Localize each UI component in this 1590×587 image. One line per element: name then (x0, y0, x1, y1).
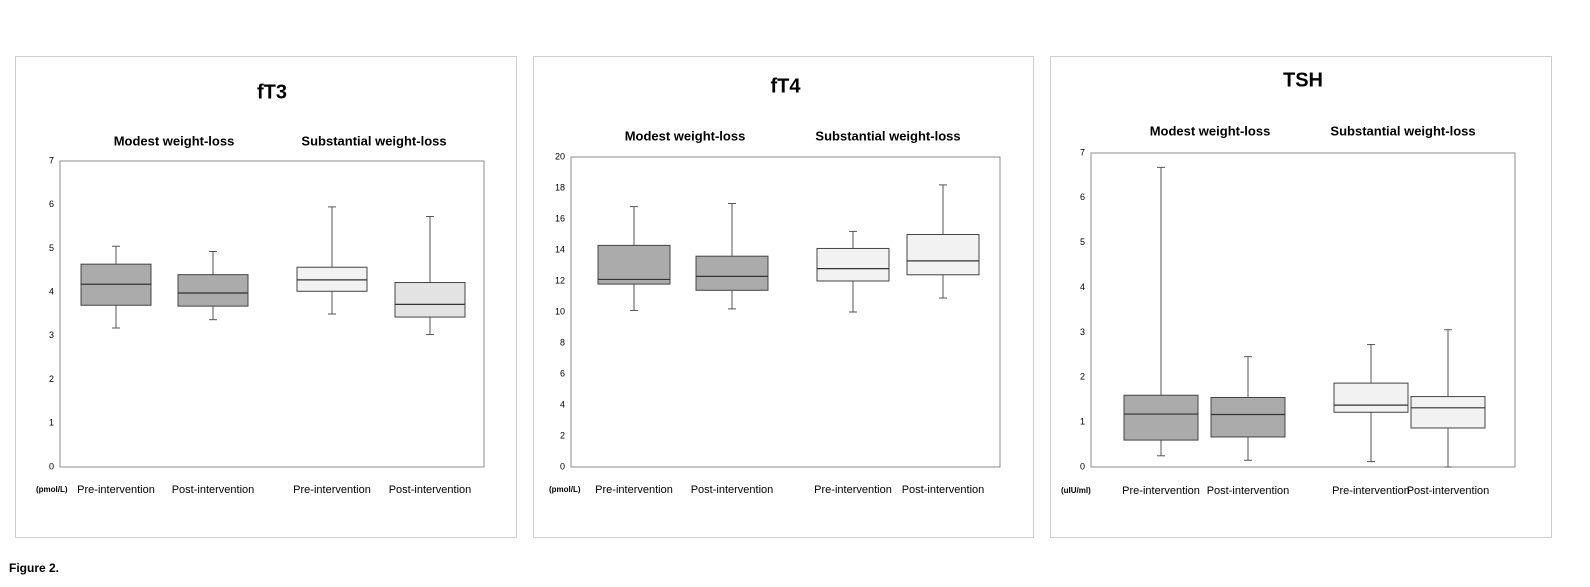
y-tick-label: 14 (555, 244, 565, 254)
group-label: Modest weight-loss (625, 128, 746, 143)
y-tick-label: 3 (49, 330, 54, 340)
chart-svg-tsh: TSH Modest weight-loss Substantial weight-… (1061, 69, 1516, 497)
iqr-box (177, 274, 249, 307)
y-tick-label: 0 (1080, 461, 1085, 471)
x-category-label: Post-intervention (389, 484, 472, 496)
x-category-label: Pre-intervention (77, 484, 155, 496)
y-unit-label: (uIU/ml) (1061, 486, 1091, 495)
x-category-label: Post-intervention (902, 484, 985, 496)
iqr-box (597, 244, 671, 285)
x-category-label: Post-intervention (1407, 485, 1490, 497)
y-tick-label: 3 (1080, 327, 1085, 337)
y-tick-label: 4 (49, 287, 54, 297)
group-label: Modest weight-loss (1150, 123, 1271, 138)
group-label: Substantial weight-loss (815, 128, 960, 143)
chart-panel-ft4: fT4 Modest weight-loss Substantial weight-… (533, 56, 1034, 538)
iqr-box (816, 247, 890, 282)
y-tick-label: 16 (555, 213, 565, 223)
y-tick-label: 7 (49, 155, 54, 165)
chart-panel-tsh: TSH Modest weight-loss Substantial weight-… (1050, 56, 1552, 538)
iqr-box (394, 282, 466, 318)
y-tick-label: 0 (560, 461, 565, 471)
x-category-label: Post-intervention (172, 484, 255, 496)
x-category-label: Pre-intervention (293, 484, 371, 496)
chart-title: TSH (1283, 69, 1323, 91)
iqr-box (695, 255, 769, 291)
iqr-box (1210, 396, 1286, 438)
box-plot-2 (695, 203, 769, 310)
chart-title: fT4 (771, 75, 802, 97)
x-category-label: Pre-intervention (595, 484, 673, 496)
iqr-box (1410, 396, 1486, 429)
box-plot-1 (1123, 166, 1199, 457)
y-tick-label: 1 (1080, 417, 1085, 427)
iqr-box (1123, 394, 1199, 441)
box-plot-2 (1210, 356, 1286, 461)
y-tick-label: 0 (49, 461, 54, 471)
box-plot-3 (1333, 344, 1409, 463)
box-plot-3 (296, 206, 368, 315)
y-tick-label: 1 (49, 418, 54, 428)
box-plot-4 (394, 216, 466, 336)
chart-panel-ft3: fT3 Modest weight-loss Substantial weight-… (15, 56, 517, 538)
chart-title: fT3 (257, 81, 287, 103)
box-plot-4 (1410, 329, 1486, 468)
y-tick-label: 6 (1080, 192, 1085, 202)
iqr-box (296, 266, 368, 292)
x-category-label: Pre-intervention (814, 484, 892, 496)
y-tick-label: 2 (49, 374, 54, 384)
y-tick-label: 6 (560, 368, 565, 378)
y-tick-label: 8 (560, 337, 565, 347)
group-label: Modest weight-loss (114, 133, 235, 148)
chart-svg-ft3: fT3 Modest weight-loss Substantial weight-… (36, 81, 485, 496)
y-tick-label: 12 (555, 275, 565, 285)
y-tick-label: 6 (49, 199, 54, 209)
group-label: Substantial weight-loss (1330, 123, 1475, 138)
y-tick-label: 2 (1080, 372, 1085, 382)
figure-caption: Figure 2. (9, 561, 60, 575)
group-label: Substantial weight-loss (301, 133, 446, 148)
box-plot-1 (597, 206, 671, 311)
chart-svg-ft4: fT4 Modest weight-loss Substantial weight-… (549, 75, 1001, 496)
y-tick-label: 10 (555, 306, 565, 316)
y-tick-label: 20 (555, 151, 565, 161)
box-plot-4 (906, 184, 980, 299)
y-tick-label: 5 (49, 243, 54, 253)
iqr-box (1333, 382, 1409, 413)
y-tick-label: 4 (1080, 282, 1085, 292)
x-category-label: Pre-intervention (1332, 485, 1410, 497)
y-unit-label: (pmol/L) (549, 485, 581, 494)
y-tick-label: 18 (555, 182, 565, 192)
plot-frame (570, 156, 1001, 468)
y-tick-label: 2 (560, 430, 565, 440)
iqr-box (906, 234, 980, 276)
x-category-label: Pre-intervention (1122, 485, 1200, 497)
box-plot-1 (80, 245, 152, 329)
y-tick-label: 7 (1080, 147, 1085, 157)
x-category-label: Post-intervention (691, 484, 774, 496)
box-plot-2 (177, 250, 249, 321)
y-tick-label: 5 (1080, 237, 1085, 247)
plot-frame (59, 160, 485, 468)
plot-frame (1090, 152, 1516, 468)
y-unit-label: (pmol/L) (36, 485, 68, 494)
box-plot-3 (816, 230, 890, 313)
x-category-label: Post-intervention (1207, 485, 1290, 497)
y-tick-label: 4 (560, 399, 565, 409)
